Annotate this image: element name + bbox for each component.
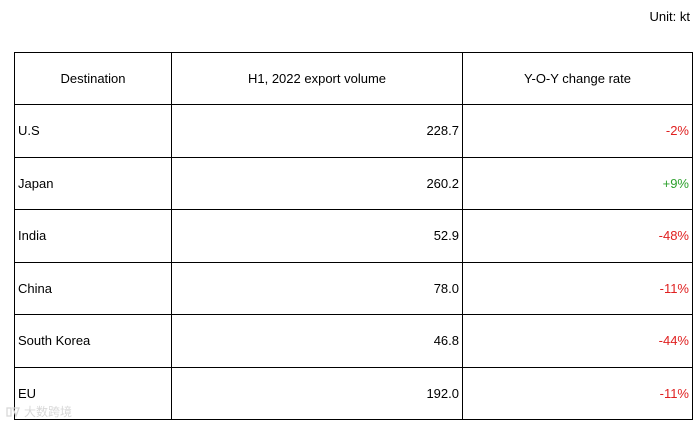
- table-row: South Korea 46.8 -44%: [14, 314, 693, 368]
- yoy-cell: -44%: [462, 314, 693, 368]
- volume-cell: 260.2: [171, 156, 463, 210]
- brand-logo-icon: [6, 406, 20, 418]
- table-row: Japan 260.2 +9%: [14, 156, 693, 210]
- destination-cell: South Korea: [14, 314, 172, 368]
- destination-cell: India: [14, 209, 172, 263]
- table-row: EU 192.0 -11%: [14, 366, 693, 420]
- yoy-cell: -11%: [462, 261, 693, 315]
- destination-cell: EU: [14, 366, 172, 420]
- unit-label: Unit: kt: [649, 9, 690, 24]
- volume-cell: 78.0: [171, 261, 463, 315]
- volume-cell: 46.8: [171, 314, 463, 368]
- table-row: China 78.0 -11%: [14, 261, 693, 315]
- destination-cell: Japan: [14, 156, 172, 210]
- yoy-cell: -11%: [462, 366, 693, 420]
- table-row: U.S 228.7 -2%: [14, 104, 693, 158]
- watermark-text: 大数跨境: [24, 405, 73, 419]
- volume-cell: 52.9: [171, 209, 463, 263]
- table-row: India 52.9 -48%: [14, 209, 693, 263]
- column-header-yoy: Y-O-Y change rate: [462, 52, 693, 105]
- volume-cell: 192.0: [171, 366, 463, 420]
- column-header-destination: Destination: [14, 52, 172, 105]
- destination-cell: China: [14, 261, 172, 315]
- watermark: 大数跨境: [6, 403, 72, 420]
- volume-cell: 228.7: [171, 104, 463, 158]
- export-table: Destination H1, 2022 export volume Y-O-Y…: [14, 52, 693, 420]
- yoy-cell: -2%: [462, 104, 693, 158]
- header-row: Destination H1, 2022 export volume Y-O-Y…: [14, 52, 693, 105]
- yoy-cell: +9%: [462, 156, 693, 210]
- column-header-volume: H1, 2022 export volume: [171, 52, 463, 105]
- destination-cell: U.S: [14, 104, 172, 158]
- yoy-cell: -48%: [462, 209, 693, 263]
